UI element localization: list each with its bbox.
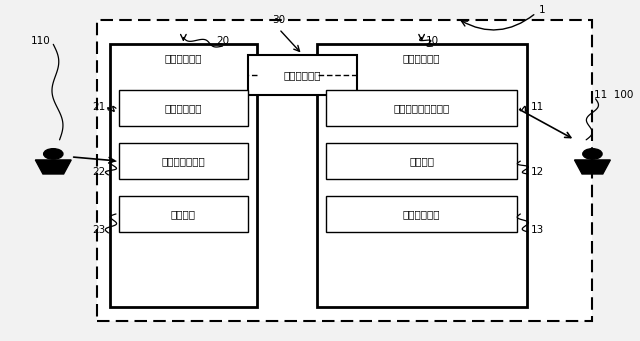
- Bar: [119, 143, 248, 179]
- Bar: [119, 90, 248, 126]
- Bar: [326, 90, 517, 126]
- Text: 12: 12: [531, 167, 544, 177]
- Bar: [97, 20, 593, 321]
- Text: センサ部: センサ部: [409, 156, 434, 166]
- Polygon shape: [575, 160, 611, 174]
- Circle shape: [583, 149, 602, 159]
- Text: 1: 1: [539, 5, 545, 15]
- Text: 110: 110: [31, 36, 50, 46]
- Polygon shape: [35, 160, 71, 174]
- Text: 11  100: 11 100: [594, 90, 633, 101]
- Text: 21: 21: [92, 102, 106, 113]
- Text: 22: 22: [92, 167, 106, 177]
- Circle shape: [44, 149, 63, 159]
- Text: インスツルメント部: インスツルメント部: [394, 103, 450, 113]
- Text: 操作ユニット: 操作ユニット: [164, 53, 202, 63]
- Text: 23: 23: [92, 225, 106, 235]
- Text: 制御ユニット: 制御ユニット: [284, 70, 321, 80]
- Text: 30: 30: [273, 15, 285, 26]
- Bar: [326, 196, 517, 232]
- Text: 13: 13: [531, 225, 544, 235]
- Text: 内視鏡カメラ: 内視鏡カメラ: [403, 209, 440, 219]
- Text: 20: 20: [216, 36, 229, 46]
- Text: コントローラ部: コントローラ部: [161, 156, 205, 166]
- Text: 10: 10: [426, 36, 439, 46]
- Text: 手術ユニット: 手術ユニット: [403, 53, 440, 63]
- Text: 11: 11: [531, 102, 544, 113]
- Bar: [248, 55, 357, 95]
- Text: スピーカ: スピーカ: [171, 209, 196, 219]
- Bar: [317, 44, 527, 307]
- Bar: [109, 44, 257, 307]
- Text: ディスプレイ: ディスプレイ: [164, 103, 202, 113]
- Bar: [326, 143, 517, 179]
- Bar: [119, 196, 248, 232]
